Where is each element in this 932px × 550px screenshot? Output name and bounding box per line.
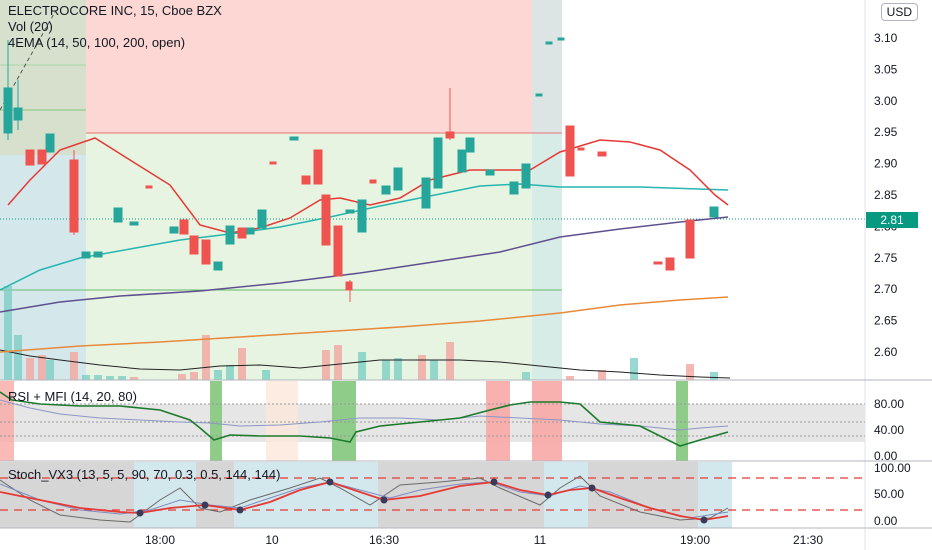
symbol-title[interactable]: ELECTROCORE INC, 15, Cboe BZX bbox=[8, 3, 222, 18]
ema100-line bbox=[0, 216, 729, 313]
price-tick-label: 2.95 bbox=[874, 125, 898, 139]
rsi-tick-label: 0.00 bbox=[874, 449, 898, 463]
time-tick-label: 16:30 bbox=[369, 533, 399, 547]
volume-legend[interactable]: Vol (20) bbox=[8, 19, 53, 34]
volume-bars bbox=[4, 286, 718, 380]
stoch-fast-line bbox=[0, 475, 729, 523]
price-tick-label: 3.10 bbox=[874, 31, 898, 45]
time-tick-label: 21:30 bbox=[793, 533, 823, 547]
stoch-axis: 100.00 50.00 0.00 bbox=[874, 461, 911, 528]
price-tick-label: 3.05 bbox=[874, 62, 898, 76]
time-tick-label: 10 bbox=[265, 533, 279, 547]
time-tick-label: 19:00 bbox=[680, 533, 710, 547]
ema200-line bbox=[0, 296, 729, 353]
stoch-markers bbox=[136, 478, 708, 524]
rsi-panel-title[interactable]: RSI + MFI (14, 20, 80) bbox=[8, 389, 137, 404]
candlesticks bbox=[3, 37, 719, 302]
price-tick-label: 2.70 bbox=[874, 282, 898, 296]
price-tick-label: 2.65 bbox=[874, 314, 898, 328]
rsi-tick-label: 80.00 bbox=[874, 397, 904, 411]
volume-ma-line bbox=[0, 349, 731, 379]
currency-button[interactable]: USD bbox=[880, 3, 918, 21]
ema-legend[interactable]: 4EMA (14, 50, 100, 200, open) bbox=[8, 35, 186, 50]
stoch-tick-label: 50.00 bbox=[874, 487, 904, 501]
ema14-line bbox=[7, 137, 729, 234]
stoch-panel-title[interactable]: Stoch_VX3 (13, 5, 5, 90, 70, 0.3, 0.5, 1… bbox=[8, 467, 281, 482]
rsi-axis: 80.00 40.00 0.00 bbox=[874, 397, 904, 463]
main-pane-zones bbox=[0, 0, 562, 380]
price-tick-label: 2.90 bbox=[874, 157, 898, 171]
time-tick-label: 11 bbox=[534, 533, 547, 547]
rsi-tick-label: 40.00 bbox=[874, 423, 904, 437]
price-tick-label: 2.60 bbox=[874, 345, 898, 359]
stoch-tick-label: 100.00 bbox=[874, 461, 911, 475]
stoch-panel-background bbox=[0, 462, 732, 528]
price-tick-label: 2.85 bbox=[874, 188, 898, 202]
rsi-line bbox=[0, 391, 729, 447]
last-price-badge: 2.81 bbox=[866, 212, 918, 228]
price-tick-label: 3.00 bbox=[874, 94, 898, 108]
time-tick-label: 18:00 bbox=[145, 533, 175, 547]
stoch-tick-label: 0.00 bbox=[874, 514, 898, 528]
price-axis[interactable]: 3.103.053.002.952.902.852.802.752.702.65… bbox=[874, 31, 898, 359]
time-axis[interactable]: 18:00 10 16:30 11 19:00 21:30 bbox=[145, 533, 823, 547]
price-tick-label: 2.75 bbox=[874, 251, 898, 265]
